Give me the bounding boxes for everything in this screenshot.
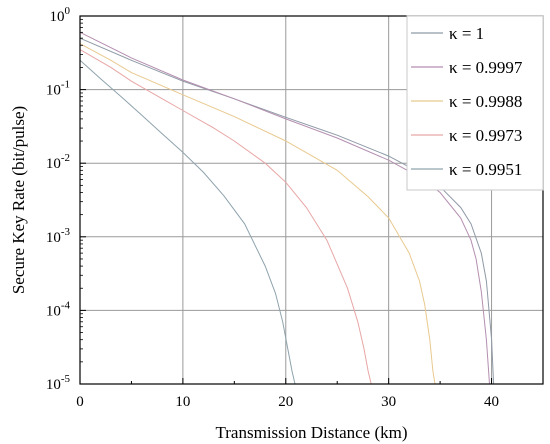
legend-label-0: κ = 1 — [449, 24, 484, 43]
axis-ticks: 0 10 20 30 40 10-5 10-4 10-3 10-2 10-1 100 — [46, 5, 499, 410]
x-tick-label: 10 — [175, 394, 190, 410]
y-axis-label: Secure Key Rate (bit/pulse) — [9, 106, 28, 294]
series-line-2 — [79, 43, 436, 385]
legend-box — [406, 15, 544, 191]
x-tick-label: 20 — [278, 394, 293, 410]
legend: κ = 1 κ = 0.9997 κ = 0.9988 κ = 0.9973 κ = 0… — [406, 15, 544, 191]
x-tick-label: 40 — [484, 394, 499, 410]
series-line-4 — [79, 59, 296, 385]
y-tick-label: 10-5 — [46, 373, 71, 393]
plot-frame — [79, 15, 544, 385]
y-tick-label: 10-4 — [46, 299, 71, 319]
x-tick-label: 0 — [76, 394, 84, 410]
legend-label-3: κ = 0.9973 — [449, 126, 522, 145]
y-tick-label: 10-1 — [46, 79, 70, 99]
series-line-3 — [79, 49, 372, 385]
legend-label-1: κ = 0.9997 — [449, 58, 523, 77]
y-tick-label: 100 — [50, 5, 71, 25]
x-tick-label: 30 — [381, 394, 396, 410]
y-tick-label: 10-3 — [46, 226, 71, 246]
y-tick-label: 10-2 — [46, 152, 70, 172]
legend-label-4: κ = 0.9951 — [449, 160, 522, 179]
x-axis-label: Transmission Distance (km) — [215, 423, 407, 442]
legend-label-2: κ = 0.9988 — [449, 92, 522, 111]
